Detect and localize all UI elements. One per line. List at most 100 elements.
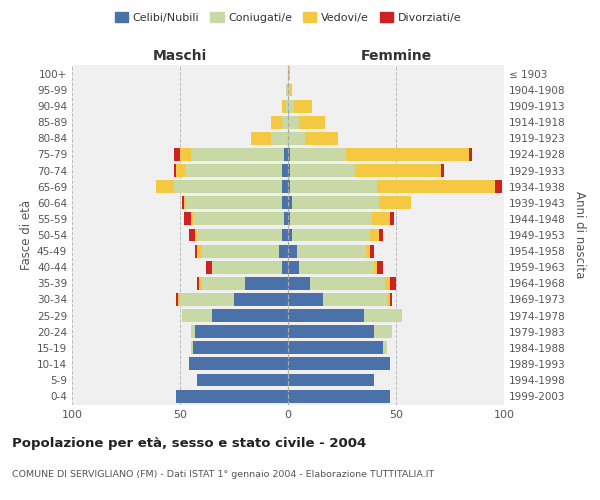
Bar [191,342,193,354]
Text: Popolazione per età, sesso e stato civile - 2004: Popolazione per età, sesso e stato civil… [12,438,366,450]
Bar [379,196,411,209]
Bar [385,277,389,290]
Bar [366,244,370,258]
Bar [184,196,187,209]
Bar [288,84,290,96]
Bar [234,293,288,306]
Bar [271,132,288,145]
Bar [288,261,299,274]
Bar [182,196,184,209]
Bar [281,228,288,241]
Bar [188,228,195,241]
Bar [156,180,173,193]
Bar [191,148,284,161]
Bar [288,116,299,128]
Bar [280,244,288,258]
Bar [281,196,288,209]
Bar [176,293,178,306]
Bar [197,374,288,386]
Bar [271,116,281,128]
Bar [374,261,377,274]
Bar [288,374,374,386]
Bar [292,196,379,209]
Bar [288,212,290,226]
Bar [288,196,292,209]
Bar [195,244,197,258]
Bar [281,164,288,177]
Text: COMUNE DI SERVIGLIANO (FM) - Dati ISTAT 1° gennaio 2004 - Elaborazione TUTTITALI: COMUNE DI SERVIGLIANO (FM) - Dati ISTAT … [12,470,434,479]
Bar [288,358,389,370]
Text: Femmine: Femmine [361,48,431,62]
Bar [184,212,191,226]
Bar [173,164,176,177]
Bar [206,261,212,274]
Bar [180,293,234,306]
Bar [288,164,290,177]
Bar [176,390,288,402]
Bar [202,277,245,290]
Bar [182,309,212,322]
Bar [187,164,281,177]
Bar [377,261,383,274]
Bar [284,212,288,226]
Bar [288,390,389,402]
Bar [496,180,502,193]
Bar [281,116,288,128]
Bar [469,148,472,161]
Bar [199,277,202,290]
Bar [286,100,288,112]
Bar [212,261,281,274]
Bar [442,164,443,177]
Bar [290,180,377,193]
Bar [284,148,288,161]
Bar [288,244,296,258]
Bar [290,84,292,96]
Bar [212,309,288,322]
Bar [281,100,286,112]
Bar [370,244,374,258]
Bar [292,228,370,241]
Bar [379,228,383,241]
Bar [173,148,180,161]
Bar [323,293,388,306]
Bar [388,293,389,306]
Bar [288,180,290,193]
Text: Maschi: Maschi [153,48,207,62]
Bar [288,309,364,322]
Bar [370,228,379,241]
Bar [389,293,392,306]
Bar [305,132,338,145]
Y-axis label: Fasce di età: Fasce di età [20,200,33,270]
Bar [389,212,394,226]
Bar [193,342,288,354]
Bar [288,342,383,354]
Bar [383,342,388,354]
Bar [245,277,288,290]
Bar [389,277,396,290]
Bar [202,244,280,258]
Bar [188,358,288,370]
Bar [288,100,295,112]
Bar [281,261,288,274]
Bar [377,180,496,193]
Bar [251,132,271,145]
Bar [296,244,366,258]
Bar [173,180,281,193]
Bar [288,277,310,290]
Bar [286,84,288,96]
Bar [193,212,284,226]
Bar [288,132,305,145]
Bar [180,148,191,161]
Bar [197,228,281,241]
Bar [197,244,202,258]
Bar [374,325,392,338]
Bar [355,164,442,177]
Bar [178,293,180,306]
Bar [364,309,403,322]
Bar [310,277,385,290]
Bar [346,148,469,161]
Bar [191,212,193,226]
Bar [281,180,288,193]
Y-axis label: Anni di nascita: Anni di nascita [572,192,586,278]
Bar [195,325,288,338]
